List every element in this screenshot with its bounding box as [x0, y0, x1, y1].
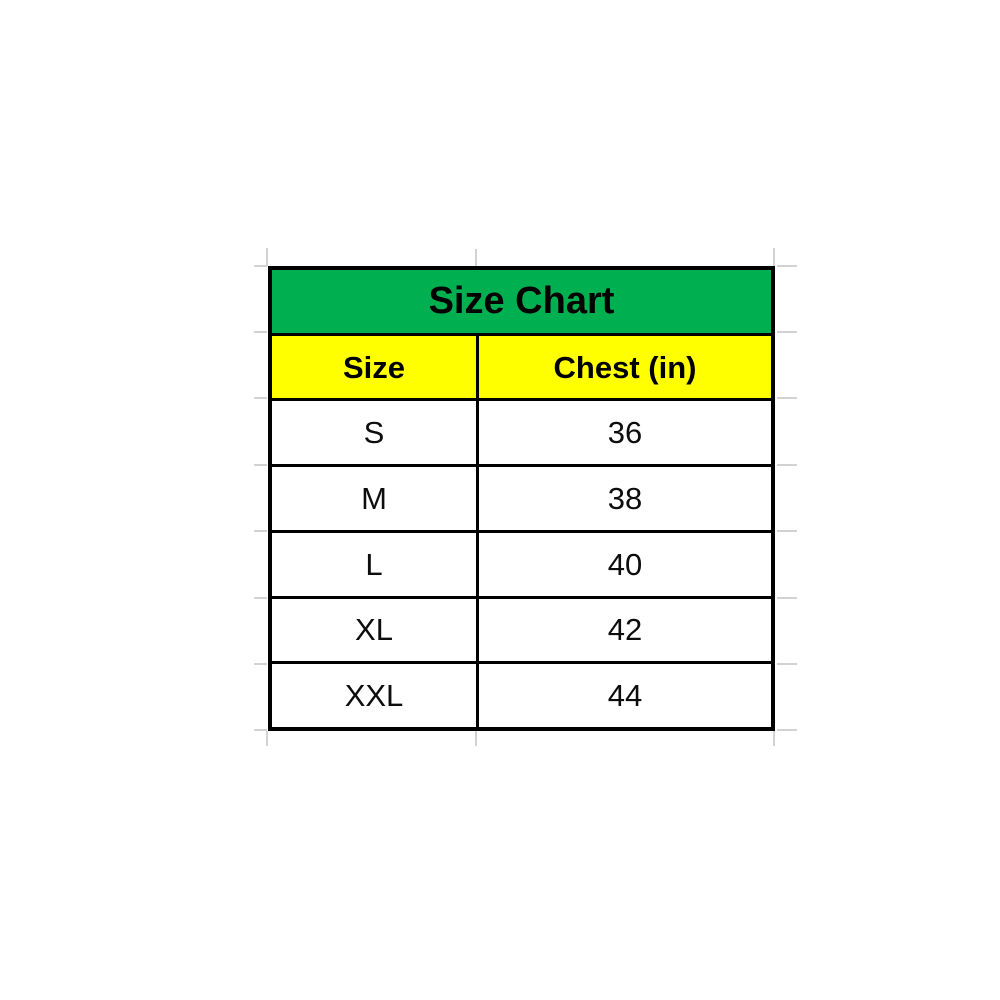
- gridline-tick: [254, 397, 267, 399]
- gridline-tick: [777, 331, 797, 333]
- gridline-tick: [777, 265, 797, 267]
- gridline-tick: [266, 248, 268, 266]
- gridline-tick: [777, 729, 797, 731]
- gridline-tick: [254, 530, 267, 532]
- gridline-tick: [254, 729, 267, 731]
- gridline-tick: [777, 397, 797, 399]
- gridline-tick: [254, 663, 267, 665]
- cell-size-m: M: [272, 467, 476, 530]
- cell-chest-xxl: 44: [479, 664, 771, 727]
- cell-size-xxl: XXL: [272, 664, 476, 727]
- size-chart-table: Size Chart Size Chest (in) S 36 M 38 L 4…: [268, 266, 775, 731]
- cell-chest-m: 38: [479, 467, 771, 530]
- cell-size-l: L: [272, 532, 476, 596]
- gridline-tick: [254, 265, 267, 267]
- table-title-cell: Size Chart: [272, 270, 771, 333]
- cell-size-xl: XL: [272, 598, 476, 662]
- gridline-tick: [254, 331, 267, 333]
- gridline-tick: [773, 248, 775, 266]
- gridline-tick: [254, 597, 267, 599]
- column-header-chest: Chest (in): [479, 335, 771, 399]
- cell-chest-s: 36: [479, 401, 771, 465]
- gridline-tick: [266, 731, 268, 746]
- cell-chest-xl: 42: [479, 598, 771, 662]
- gridline-tick: [475, 249, 477, 266]
- gridline-tick: [254, 464, 267, 466]
- column-header-size: Size: [272, 335, 476, 399]
- gridline-tick: [777, 530, 797, 532]
- gridline-tick: [475, 731, 477, 746]
- gridline-tick: [773, 731, 775, 746]
- gridline-tick: [777, 464, 797, 466]
- gridline-tick: [777, 597, 797, 599]
- cell-chest-l: 40: [479, 532, 771, 596]
- gridline-tick: [777, 663, 797, 665]
- cell-size-s: S: [272, 401, 476, 465]
